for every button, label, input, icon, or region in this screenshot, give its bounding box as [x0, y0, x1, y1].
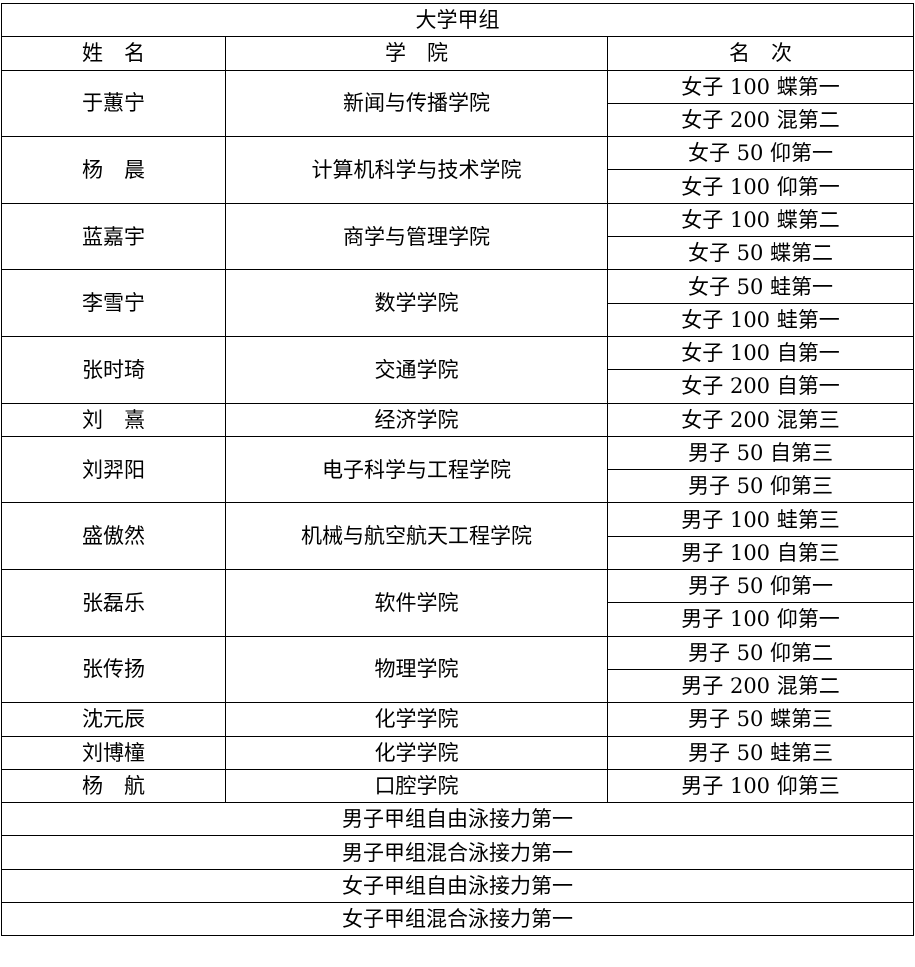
college-name: 化学学院	[225, 702, 608, 737]
athlete-name: 于蕙宁	[1, 69, 226, 138]
result-rank: 女子 100 自第一	[606, 335, 915, 371]
athlete-name: 刘 熹	[1, 402, 226, 437]
athlete-name: 杨 晨	[1, 136, 226, 204]
result-rank: 女子 200 混第二	[606, 102, 915, 138]
table-row: 张时琦 交通学院 女子 100 自第一	[1, 335, 915, 404]
college-name: 新闻与传播学院	[225, 69, 608, 138]
table-row: 蓝嘉宇 商学与管理学院 女子 100 蝶第二	[1, 202, 915, 271]
table-row: 张磊乐 软件学院 男子 50 仰第一	[1, 569, 915, 637]
athlete-name: 李雪宁	[1, 269, 226, 337]
athlete-name: 沈元辰	[1, 702, 226, 737]
table-row: 刘羿阳 电子科学与工程学院 男子 50 自第三	[1, 435, 915, 504]
college-name: 口腔学院	[225, 768, 608, 804]
header-row: 姓 名 学 院 名 次	[1, 36, 915, 71]
result-rank: 男子 100 仰第一	[606, 602, 915, 637]
table-row: 女子 100 仰第一	[2, 169, 915, 204]
athlete-name: 张传扬	[1, 635, 226, 704]
result-rank: 女子 100 蝶第二	[606, 202, 915, 238]
college-name: 交通学院	[225, 335, 608, 404]
college-name: 计算机科学与技术学院	[225, 136, 608, 204]
result-rank: 女子 50 蛙第一	[606, 269, 915, 304]
table-row: 女子 100 蛙第一	[2, 302, 915, 337]
results-table: 大学甲组 姓 名 学 院 名 次 于蕙宁 新闻与传播学院 女子 100 蝶第一 女子 …	[0, 2, 915, 937]
table-row: 盛傲然 机械与航空航天工程学院 男子 100 蛙第三	[1, 502, 915, 571]
table-title: 大学甲组	[0, 2, 915, 38]
table-row: 男子 200 混第二	[2, 668, 915, 704]
result-rank: 男子 50 仰第三	[606, 469, 915, 504]
table-row: 李雪宁 数学学院 女子 50 蛙第一	[1, 269, 915, 337]
result-rank: 女子 100 蝶第一	[606, 69, 915, 104]
athlete-name: 杨 航	[1, 768, 226, 804]
result-rank: 男子 100 仰第三	[606, 768, 915, 804]
table-row: 杨 晨计算机科学与技术学院 女子 50 仰第一	[1, 136, 915, 204]
result-rank: 女子 50 仰第一	[606, 136, 915, 171]
relay-row: 女子甲组自由泳接力第一	[0, 868, 915, 904]
college-name: 数学学院	[225, 269, 608, 337]
table-row: 男子 50 仰第三	[2, 469, 915, 504]
college-name: 商学与管理学院	[225, 202, 608, 271]
college-name: 化学学院	[225, 735, 608, 770]
result-rank: 男子 200 混第二	[606, 668, 915, 704]
college-name: 物理学院	[225, 635, 608, 704]
header-college: 学 院	[225, 36, 608, 71]
college-name: 经济学院	[225, 402, 608, 437]
result-rank: 男子 50 仰第一	[606, 569, 915, 604]
relay-row: 男子甲组自由泳接力第一	[0, 802, 915, 837]
result-rank: 女子 200 混第三	[606, 402, 915, 437]
header-rank: 名 次	[606, 36, 915, 71]
college-name: 电子科学与工程学院	[225, 435, 608, 504]
result-rank: 女子 100 蛙第一	[606, 302, 915, 337]
relay-result: 男子甲组自由泳接力第一	[0, 802, 915, 837]
college-name: 机械与航空航天工程学院	[225, 502, 608, 571]
college-name: 软件学院	[225, 569, 608, 637]
table-row: 张传扬 物理学院 男子 50 仰第二	[1, 635, 915, 704]
athlete-name: 刘博橦	[1, 735, 226, 770]
athlete-name: 蓝嘉宇	[1, 202, 226, 271]
athlete-name: 刘羿阳	[1, 435, 226, 504]
result-rank: 男子 100 自第三	[606, 535, 915, 571]
result-rank: 女子 200 自第一	[606, 369, 915, 404]
table-row: 于蕙宁 新闻与传播学院 女子 100 蝶第一	[1, 69, 915, 138]
result-rank: 男子 50 自第三	[606, 435, 915, 471]
result-rank: 女子 100 仰第一	[606, 169, 915, 204]
relay-result: 女子甲组自由泳接力第一	[0, 868, 915, 904]
relay-row: 男子甲组混合泳接力第一	[0, 835, 915, 870]
table-row: 刘博橦 化学学院 男子 50 蛙第三	[1, 735, 915, 770]
athlete-name: 盛傲然	[1, 502, 226, 571]
result-rank: 男子 50 蝶第三	[606, 702, 915, 737]
result-rank: 男子 50 蛙第三	[606, 735, 915, 770]
result-rank: 女子 50 蝶第二	[606, 236, 915, 271]
result-rank: 男子 50 仰第二	[606, 635, 915, 670]
athlete-name: 张磊乐	[1, 569, 226, 637]
relay-result: 女子甲组混合泳接力第一	[0, 902, 915, 937]
header-name: 姓 名	[1, 36, 226, 71]
table-row: 男子 100 仰第一	[2, 602, 915, 637]
table-row: 男子 100 自第三	[2, 535, 915, 571]
table-row: 女子 200 自第一	[2, 369, 915, 404]
relay-row: 女子甲组混合泳接力第一	[0, 902, 915, 937]
athlete-name: 张时琦	[1, 335, 226, 404]
title-row: 大学甲组	[0, 2, 915, 38]
table-row: 刘 熹经济学院 女子 200 混第三	[1, 402, 915, 437]
table-row: 沈元辰 化学学院 男子 50 蝶第三	[1, 702, 915, 737]
result-rank: 男子 100 蛙第三	[606, 502, 915, 537]
relay-result: 男子甲组混合泳接力第一	[0, 835, 915, 870]
table-row: 女子 200 混第二	[2, 102, 915, 138]
table-row: 杨 航口腔学院 男子 100 仰第三	[1, 768, 915, 804]
